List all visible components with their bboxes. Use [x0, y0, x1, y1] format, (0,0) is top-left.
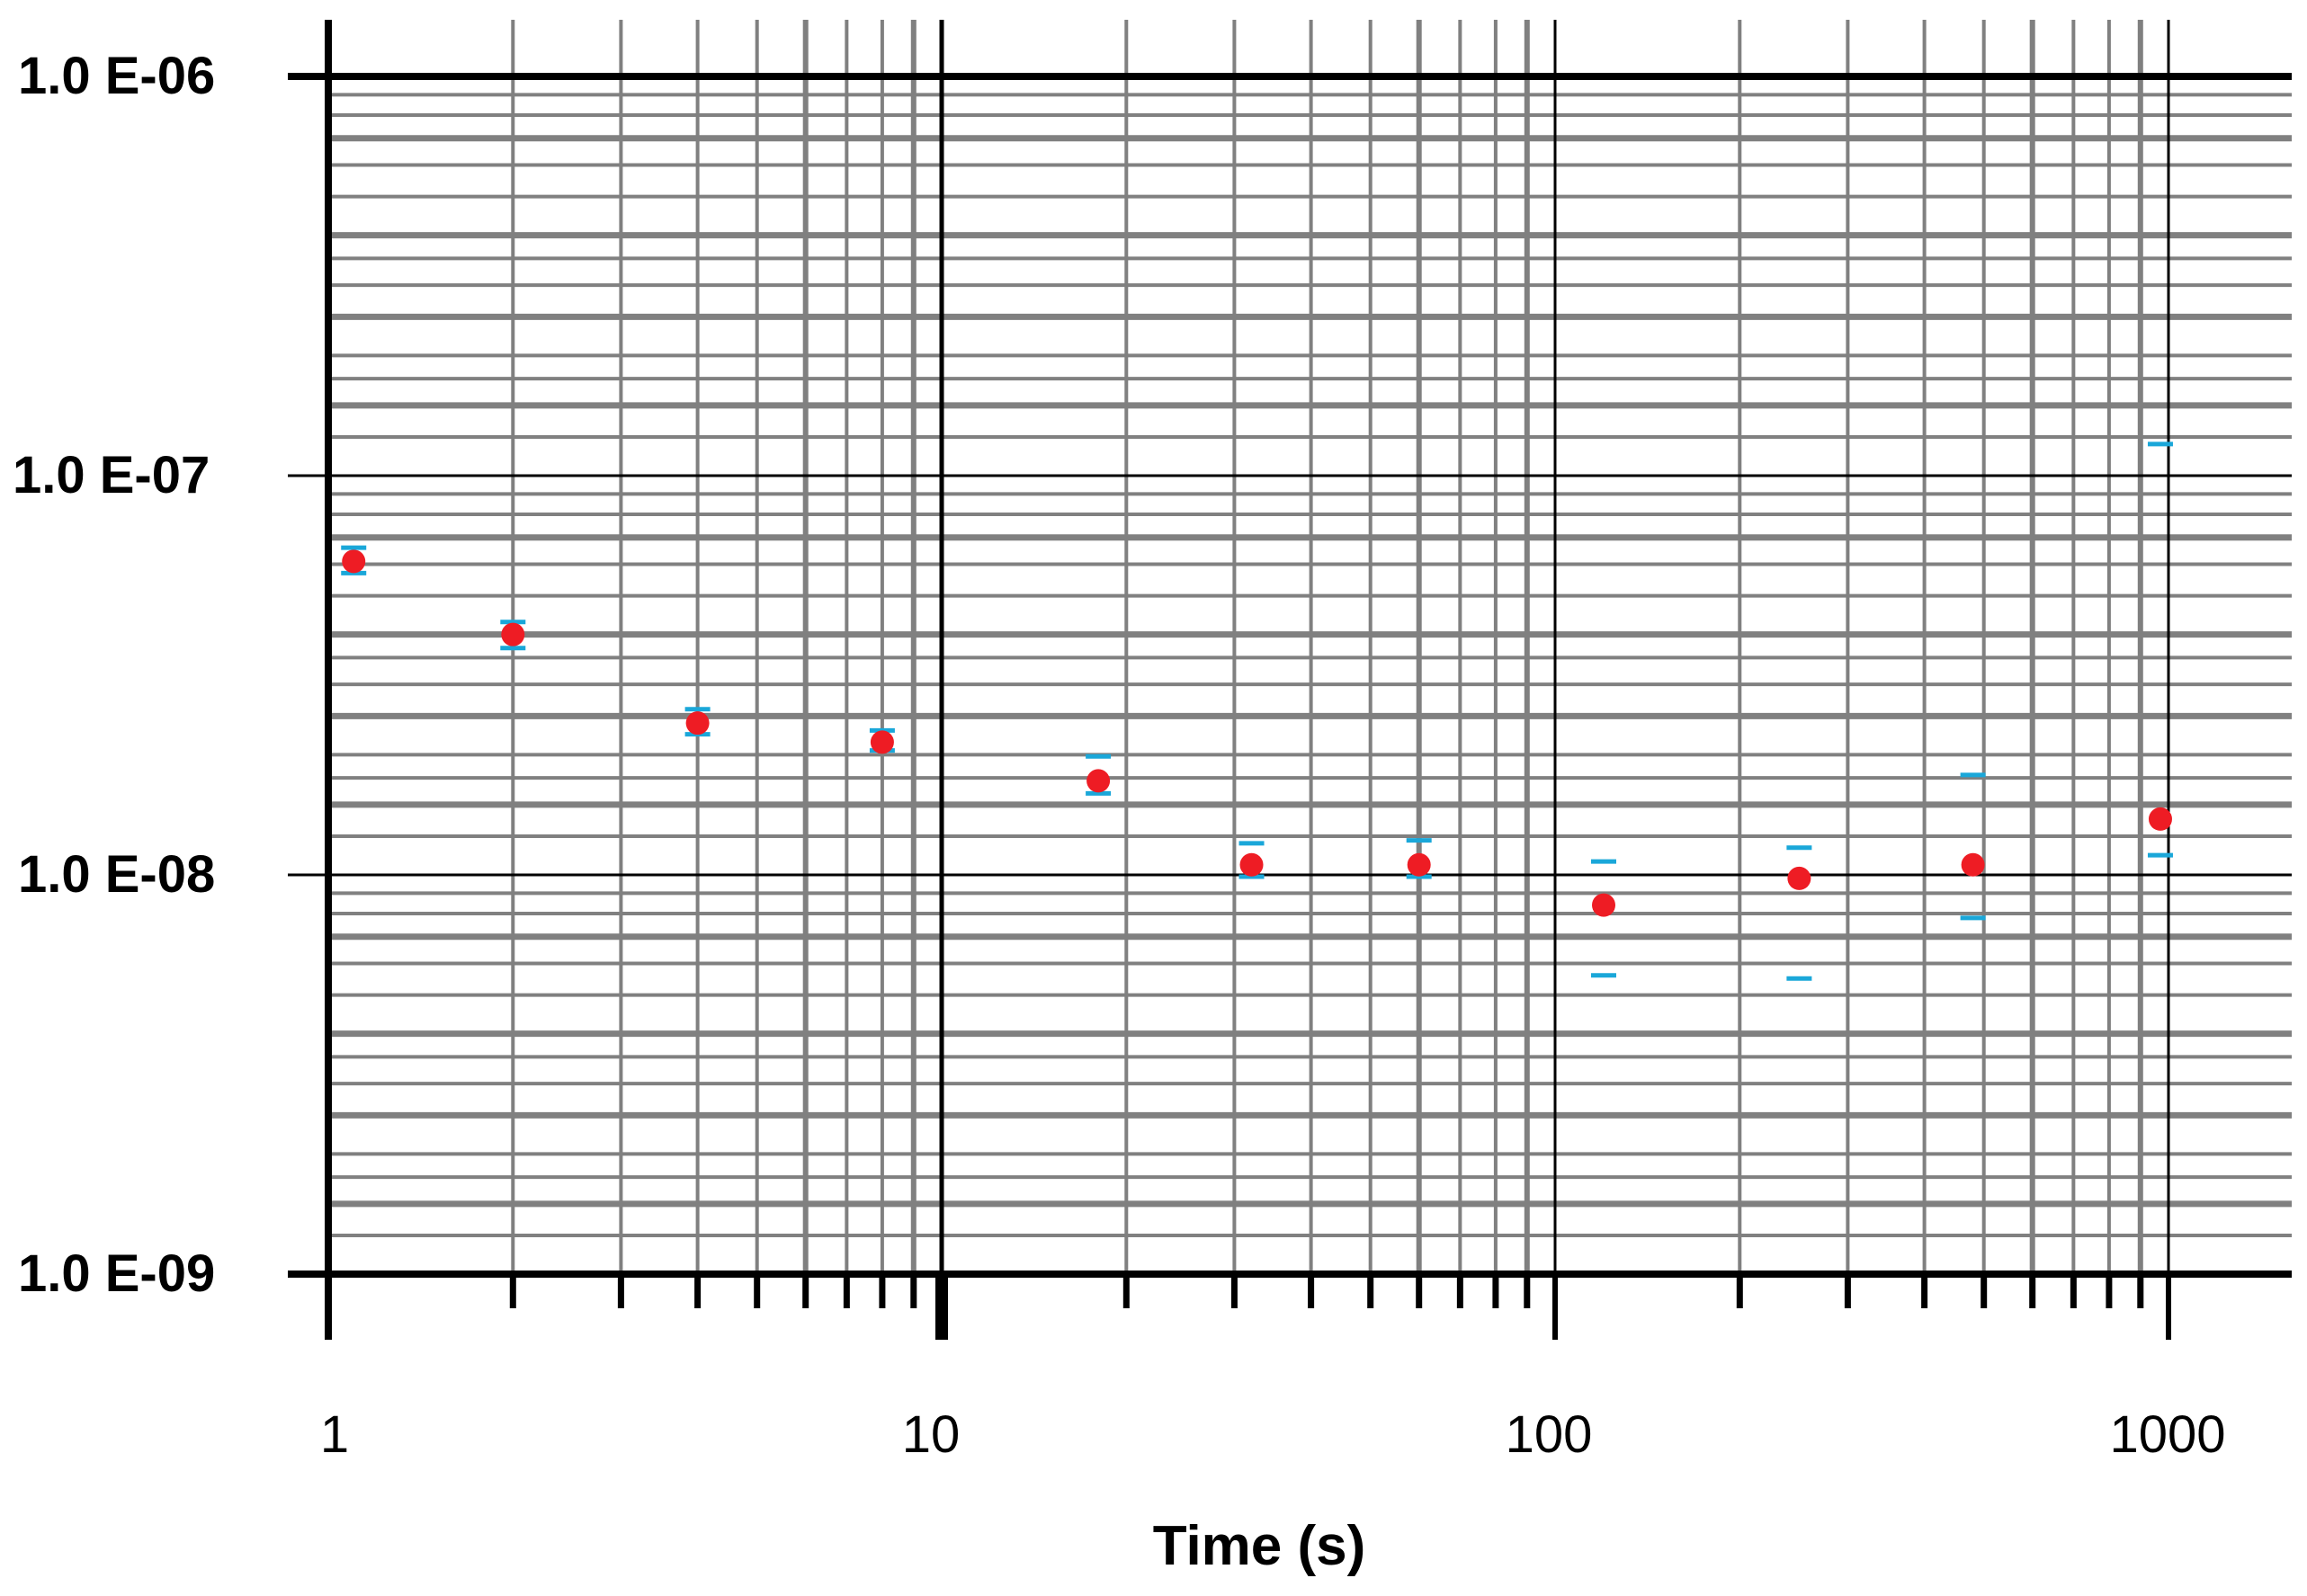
data-point	[1592, 893, 1616, 917]
y-tick-label-1e-06: 1.0 E-06	[18, 47, 215, 105]
data-point	[1239, 852, 1264, 877]
x-tick-label-100: 100	[1506, 1405, 1593, 1464]
data-point	[685, 711, 710, 736]
data-point	[501, 622, 525, 646]
data-point	[1407, 852, 1431, 877]
x-tick-label-1000: 1000	[2109, 1405, 2225, 1464]
data-points	[342, 549, 2172, 917]
x-tick-label-1: 1	[320, 1405, 349, 1464]
x-tick-label-10: 10	[902, 1405, 961, 1464]
major-grid	[288, 20, 2292, 1278]
y-tick-label-1e-07: 1.0 E-07	[13, 446, 210, 504]
data-point	[342, 549, 366, 574]
data-point	[1086, 769, 1111, 793]
data-point	[870, 730, 894, 754]
data-point	[1787, 866, 1811, 890]
minor-grid	[328, 20, 2292, 1274]
y-tick-label-1e-08: 1.0 E-08	[18, 845, 215, 904]
axis-ticks	[509, 1274, 2171, 1340]
data-point	[1961, 852, 1985, 877]
error-bars	[341, 441, 2173, 981]
y-tick-label-1e-09: 1.0 E-09	[18, 1244, 215, 1303]
x-axis-title: Time (s)	[1153, 1515, 1366, 1577]
data-point	[2148, 807, 2172, 831]
